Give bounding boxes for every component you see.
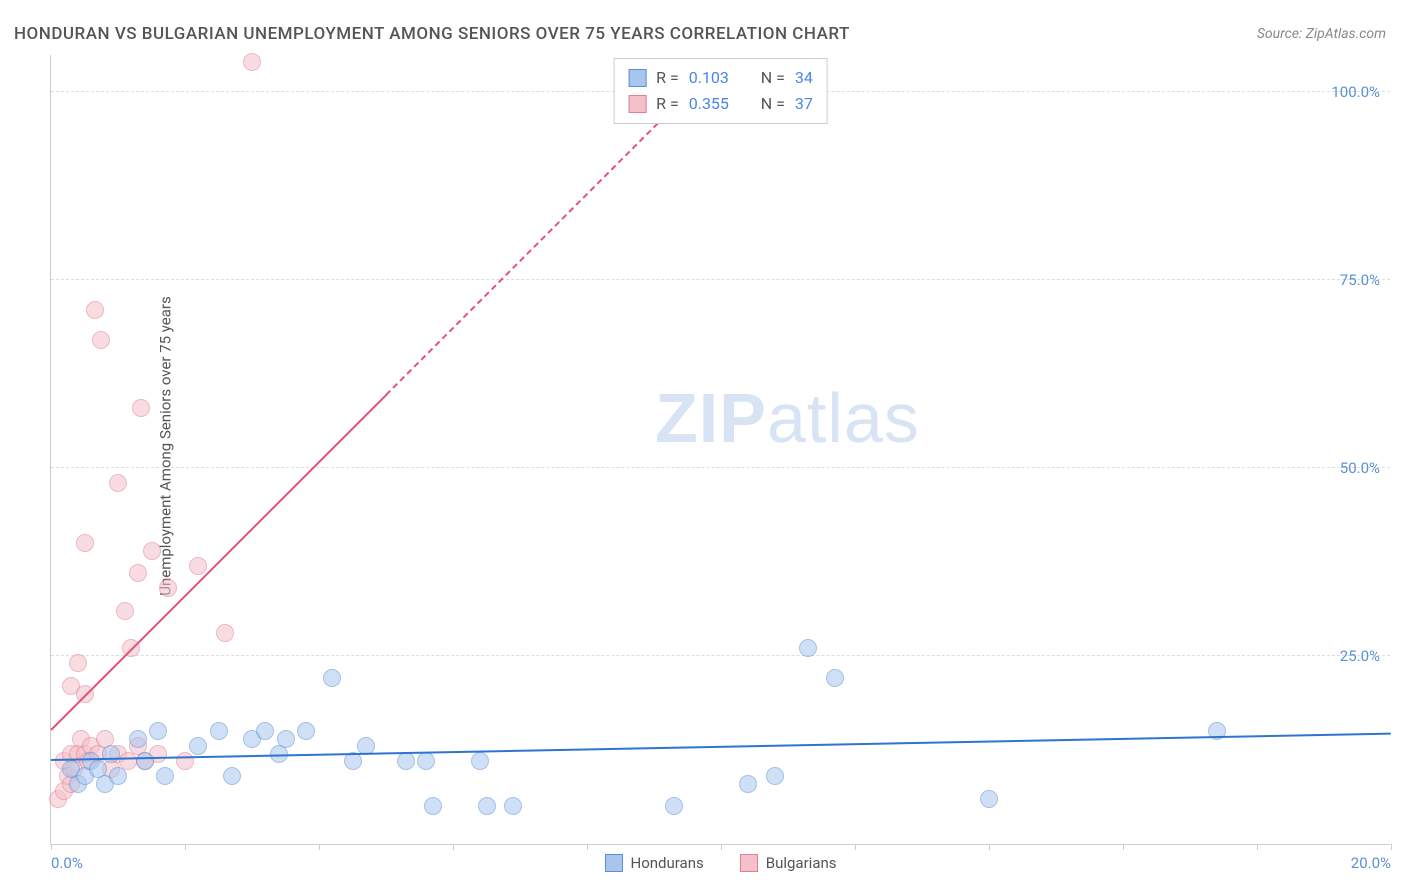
x-tick	[1123, 844, 1124, 850]
data-point	[980, 790, 998, 808]
swatch-hondurans	[604, 854, 622, 872]
gridline	[51, 467, 1390, 468]
data-point	[189, 737, 207, 755]
data-point	[799, 639, 817, 657]
data-point	[297, 722, 315, 740]
data-point	[424, 797, 442, 815]
data-point	[92, 331, 110, 349]
correlation-legend: R = 0.103 N = 34 R = 0.355 N = 37	[613, 58, 828, 124]
n-label: N =	[761, 65, 785, 91]
swatch-bulgarians	[740, 854, 758, 872]
swatch-hondurans	[628, 69, 646, 87]
x-tick	[1391, 844, 1392, 850]
data-point	[159, 579, 177, 597]
x-tick	[721, 844, 722, 850]
gridline	[51, 655, 1390, 656]
series-legend: Hondurans Bulgarians	[604, 854, 836, 872]
data-point	[471, 752, 489, 770]
x-tick	[1257, 844, 1258, 850]
gridline	[51, 279, 1390, 280]
n-value-bulgarians: 37	[795, 91, 813, 117]
legend-item-hondurans: Hondurans	[604, 854, 703, 872]
data-point	[132, 399, 150, 417]
x-tick	[319, 844, 320, 850]
r-label: R =	[656, 91, 679, 117]
r-value-bulgarians: 0.355	[689, 91, 743, 117]
data-point	[69, 654, 87, 672]
chart-title: HONDURAN VS BULGARIAN UNEMPLOYMENT AMONG…	[14, 24, 850, 44]
data-point	[129, 564, 147, 582]
legend-label-hondurans: Hondurans	[630, 854, 703, 872]
data-point	[86, 301, 104, 319]
data-point	[223, 767, 241, 785]
data-point	[323, 669, 341, 687]
data-point	[504, 797, 522, 815]
data-point	[109, 474, 127, 492]
legend-label-bulgarians: Bulgarians	[766, 854, 837, 872]
data-point	[176, 752, 194, 770]
data-point	[243, 53, 261, 71]
x-tick	[51, 844, 52, 850]
data-point	[277, 730, 295, 748]
x-tick-label: 20.0%	[1351, 854, 1391, 872]
legend-item-bulgarians: Bulgarians	[740, 854, 837, 872]
watermark-zip: ZIP	[655, 379, 767, 457]
swatch-bulgarians	[628, 95, 646, 113]
data-point	[256, 722, 274, 740]
source-label: Source: ZipAtlas.com	[1257, 26, 1386, 42]
data-point	[156, 767, 174, 785]
data-point	[129, 730, 147, 748]
x-tick	[453, 844, 454, 850]
data-point	[102, 745, 120, 763]
data-point	[665, 797, 683, 815]
y-tick-label: 100.0%	[1323, 83, 1380, 101]
data-point	[189, 557, 207, 575]
r-value-hondurans: 0.103	[689, 65, 743, 91]
n-label: N =	[761, 91, 785, 117]
chart-container: HONDURAN VS BULGARIAN UNEMPLOYMENT AMONG…	[0, 0, 1406, 892]
x-tick	[587, 844, 588, 850]
data-point	[143, 542, 161, 560]
y-tick-label: 75.0%	[1332, 271, 1380, 289]
data-point	[109, 767, 127, 785]
x-tick	[855, 844, 856, 850]
watermark: ZIPatlas	[655, 378, 920, 458]
y-tick-label: 25.0%	[1332, 647, 1380, 665]
data-point	[216, 624, 234, 642]
x-tick	[989, 844, 990, 850]
data-point	[76, 534, 94, 552]
watermark-atlas: atlas	[767, 379, 920, 457]
legend-row-hondurans: R = 0.103 N = 34	[628, 65, 813, 91]
data-point	[149, 722, 167, 740]
data-point	[739, 775, 757, 793]
data-point	[417, 752, 435, 770]
r-label: R =	[656, 65, 679, 91]
x-tick-label: 0.0%	[51, 854, 83, 872]
plot-area: ZIPatlas R = 0.103 N = 34 R = 0.355 N = …	[50, 55, 1390, 845]
x-tick	[185, 844, 186, 850]
data-point	[766, 767, 784, 785]
data-point	[210, 722, 228, 740]
data-point	[397, 752, 415, 770]
data-point	[116, 602, 134, 620]
n-value-hondurans: 34	[795, 65, 813, 91]
data-point	[478, 797, 496, 815]
data-point	[826, 669, 844, 687]
legend-row-bulgarians: R = 0.355 N = 37	[628, 91, 813, 117]
data-point	[136, 752, 154, 770]
y-tick-label: 50.0%	[1332, 459, 1380, 477]
